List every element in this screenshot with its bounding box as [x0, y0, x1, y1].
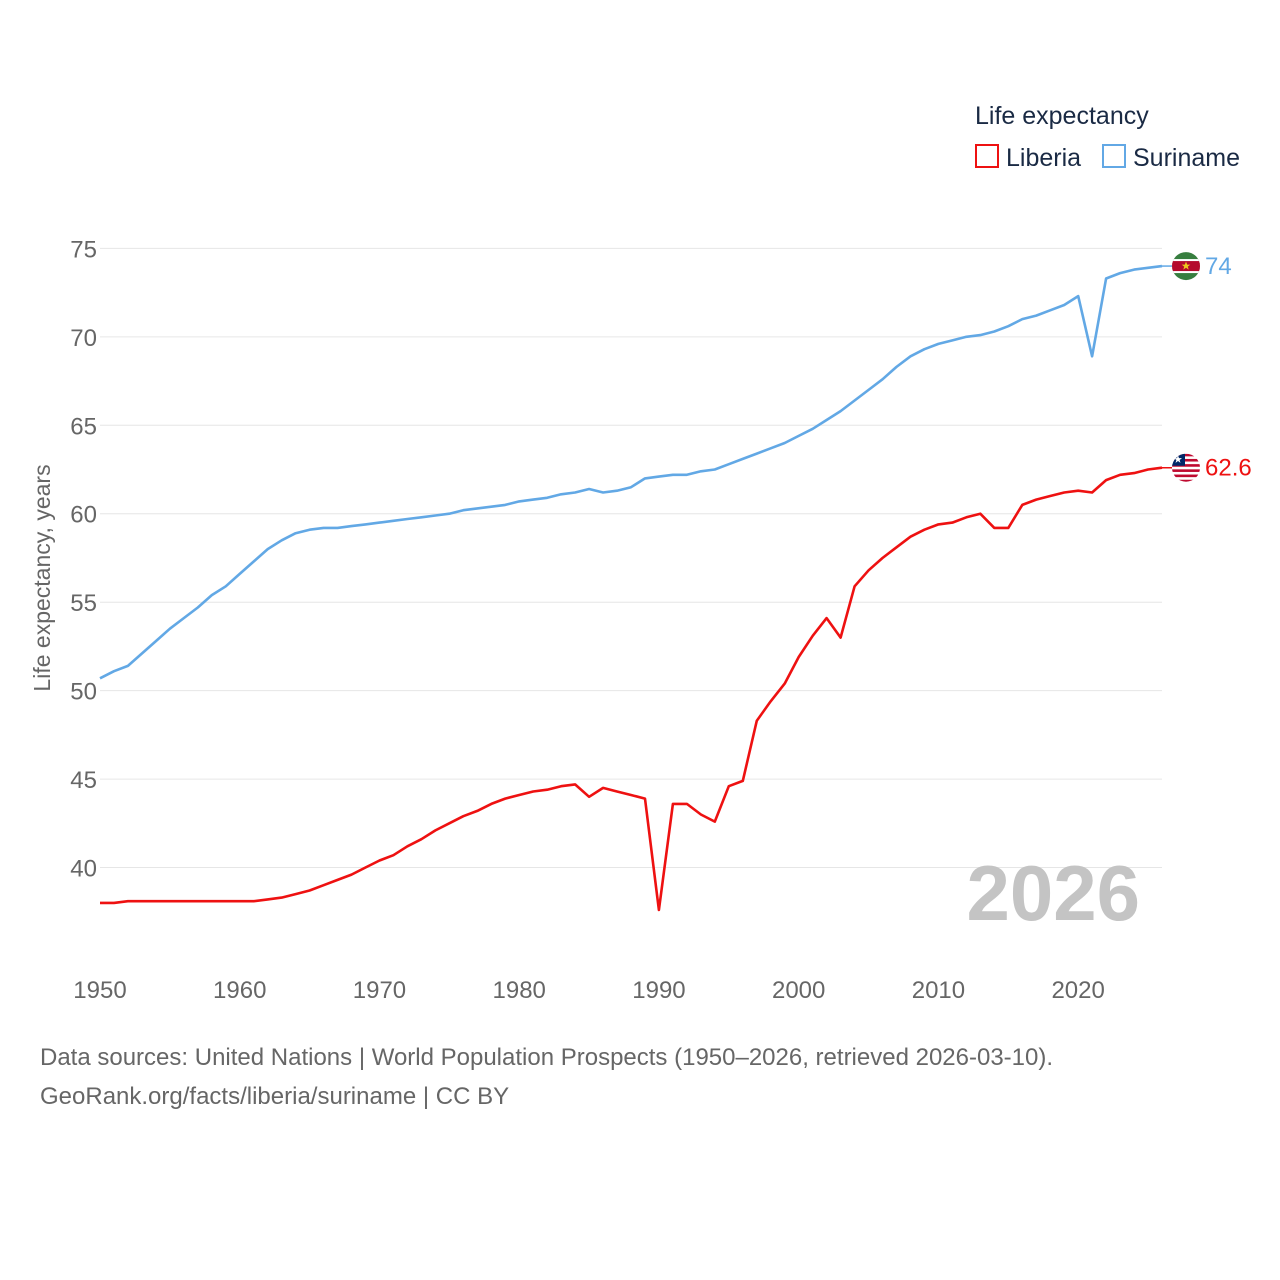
series-line-suriname [99, 264, 1163, 680]
y-tick-label-60: 60 [70, 502, 97, 529]
x-tick-label-2010: 2010 [912, 977, 965, 1004]
x-tick-label-1970: 1970 [353, 977, 406, 1004]
end-value-liberia: 62.6 [1205, 455, 1252, 482]
x-tick-label-1950: 1950 [73, 977, 126, 1004]
legend-swatch-liberia[interactable] [975, 144, 999, 168]
x-tick-label-1960: 1960 [213, 977, 266, 1004]
x-axis-ticks: 1950 1960 1970 1980 1990 2000 2010 2020 [73, 977, 1105, 1004]
y-axis-ticks: 40 45 50 55 60 65 70 75 [70, 236, 97, 882]
y-tick-label-75: 75 [70, 236, 97, 263]
x-tick-label-2000: 2000 [772, 977, 825, 1004]
gridlines [100, 247, 1162, 869]
legend[interactable]: Life expectancy Liberia Suriname [975, 102, 1240, 172]
y-tick-label-45: 45 [70, 767, 97, 794]
end-marker-suriname: 74 [1162, 252, 1232, 281]
y-tick-label-50: 50 [70, 679, 97, 706]
x-tick-label-1990: 1990 [632, 977, 685, 1004]
end-value-suriname: 74 [1205, 253, 1232, 280]
series-line-liberia [100, 466, 1163, 912]
legend-label-liberia[interactable]: Liberia [1006, 144, 1081, 172]
legend-title: Life expectancy [975, 102, 1149, 130]
y-tick-label-70: 70 [70, 325, 97, 352]
y-axis-label: Life expectancy, years [29, 464, 55, 691]
x-tick-label-2020: 2020 [1051, 977, 1104, 1004]
end-marker-liberia: 62.6 [1162, 453, 1252, 482]
footer-sources: Data sources: United Nations | World Pop… [40, 1044, 1054, 1071]
x-tick-label-1980: 1980 [493, 977, 546, 1004]
y-tick-label-55: 55 [70, 590, 97, 617]
suriname-flag-icon [1172, 252, 1200, 281]
year-watermark: 2026 [966, 849, 1140, 937]
legend-label-suriname[interactable]: Suriname [1133, 144, 1240, 172]
series-lines [99, 264, 1163, 912]
legend-swatch-suriname[interactable] [1102, 144, 1126, 168]
liberia-flag-icon [1172, 453, 1200, 482]
y-tick-label-40: 40 [70, 856, 97, 883]
y-tick-label-65: 65 [70, 413, 97, 440]
footer-attribution: GeoRank.org/facts/liberia/suriname | CC … [40, 1083, 510, 1110]
